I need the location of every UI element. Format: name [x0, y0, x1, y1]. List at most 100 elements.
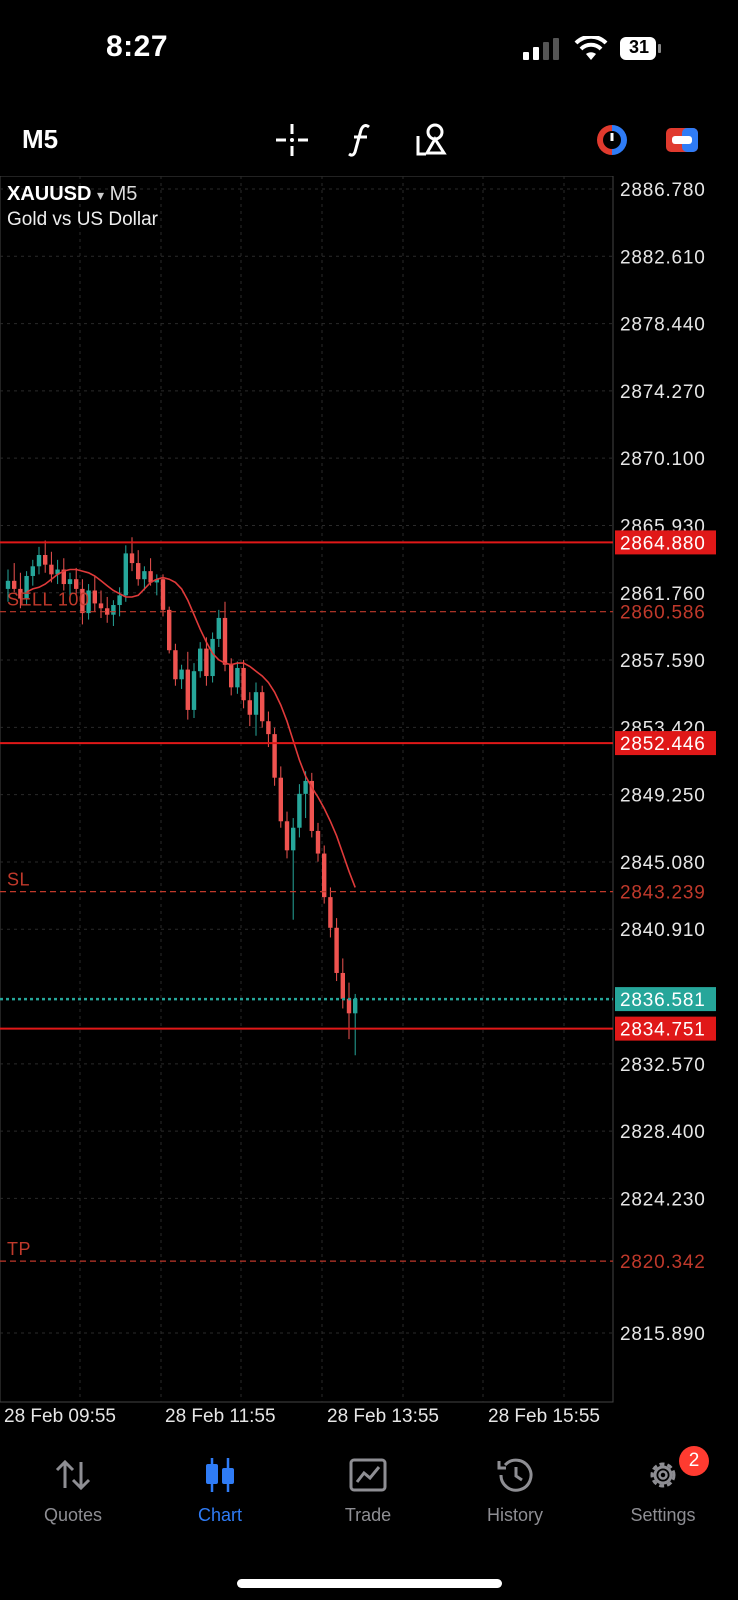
candle-body: [136, 563, 141, 580]
chart-toolbar: M5: [0, 110, 738, 170]
one-click-trading-icon[interactable]: [594, 122, 630, 158]
candle-body: [322, 853, 327, 898]
level-label: 2834.751: [620, 1020, 706, 1041]
candle-body: [272, 734, 277, 778]
candle-body: [142, 571, 147, 580]
candle-body: [86, 590, 91, 614]
trade-chart-icon: [349, 1458, 387, 1492]
candle-body: [18, 588, 23, 599]
tab-trade[interactable]: Trade: [308, 1458, 428, 1526]
tab-trade-label: Trade: [344, 1505, 392, 1525]
level-label-box: [615, 987, 716, 1012]
tab-chart[interactable]: Chart: [160, 1458, 280, 1526]
candle-body: [148, 571, 153, 583]
toggle-icon[interactable]: [664, 122, 700, 158]
price-axis-label: 2832.570: [620, 1055, 706, 1076]
candle-body: [74, 579, 79, 589]
level-tag: TP: [7, 1239, 31, 1259]
candle-body: [328, 897, 333, 928]
price-axis-label: 2874.270: [620, 382, 706, 403]
candle-body: [278, 777, 283, 822]
symbol-dropdown-icon: ▾: [97, 187, 105, 203]
candle-body: [191, 671, 197, 710]
timeframe-selector[interactable]: M5: [22, 124, 59, 154]
cellular-signal-icon: [523, 38, 559, 60]
symbol-name: XAUUSD: [7, 183, 92, 205]
candle-body: [61, 569, 66, 585]
candle-body: [98, 603, 104, 609]
candle-body: [173, 650, 178, 680]
candle-body: [297, 793, 302, 828]
candle-body: [315, 830, 321, 854]
candle-body: [346, 998, 352, 1014]
tab-history[interactable]: History: [455, 1458, 575, 1526]
tab-chart-label: Chart: [197, 1505, 242, 1525]
price-axis-label: 2878.440: [620, 315, 706, 336]
candle-body: [198, 648, 203, 672]
price-chart[interactable]: 2886.780 2882.610 2878.440 2874.270 2870.100…: [0, 176, 738, 1446]
candle-body: [55, 569, 60, 575]
time-axis-label: 28 Feb 13:55: [327, 1406, 439, 1427]
status-bar: 8:27 31: [0, 0, 738, 100]
candle-body: [36, 555, 42, 567]
candle-body: [235, 667, 240, 688]
tab-settings[interactable]: 2 Settings: [603, 1446, 723, 1526]
symbol-timeframe: M5: [109, 183, 138, 205]
price-axis-label: 2886.780: [620, 180, 706, 201]
candle-body: [241, 667, 246, 701]
wifi-icon: [574, 36, 608, 60]
candle-body: [179, 669, 184, 680]
function-icon[interactable]: [346, 122, 376, 158]
candle-body: [129, 553, 135, 564]
battery-level: 31: [628, 37, 650, 57]
settings-badge: 2: [679, 1446, 709, 1476]
quotes-arrows-icon: [55, 1459, 91, 1491]
chart-candles-icon: [206, 1458, 234, 1492]
candle-body: [216, 617, 221, 639]
candle-body: [247, 700, 252, 715]
candle-body: [334, 927, 339, 973]
symbol-header[interactable]: XAUUSD ▾ M5: [7, 183, 137, 206]
time-axis-label: 28 Feb 09:55: [4, 1406, 116, 1427]
candle-body: [185, 669, 190, 710]
candle-body: [260, 692, 265, 722]
candle-body: [229, 664, 234, 688]
candle-body: [67, 579, 73, 585]
price-axis-label: 2861.760: [620, 584, 706, 605]
candle-body: [340, 972, 345, 999]
price-axis-label: 2828.400: [620, 1122, 706, 1143]
price-axis-label: 2824.230: [620, 1189, 706, 1210]
symbol-description: Gold vs US Dollar: [7, 209, 158, 230]
candle-body: [284, 821, 290, 851]
crosshair-icon[interactable]: [274, 122, 310, 158]
level-label-box: [615, 1016, 716, 1041]
candle-body: [154, 579, 159, 583]
tab-quotes[interactable]: Quotes: [13, 1458, 133, 1526]
candle-body: [5, 580, 11, 589]
candle-body: [253, 692, 259, 715]
candle-body: [92, 590, 97, 604]
level-label: 2860.586: [620, 603, 706, 624]
bottom-tab-bar: Quotes Chart Trade History 2 Settings: [0, 1446, 738, 1558]
tab-settings-label: Settings: [630, 1505, 696, 1525]
level-label-box: [615, 530, 716, 555]
settings-gear-icon: [650, 1462, 676, 1488]
home-indicator: [237, 1579, 502, 1588]
level-label: 2852.446: [620, 734, 706, 755]
objects-icon[interactable]: [414, 122, 450, 158]
candle-body: [353, 998, 358, 1014]
level-label-box: [615, 731, 716, 756]
price-axis-label: 2882.610: [620, 247, 706, 268]
candle-body: [167, 609, 172, 651]
moving-average-line: [26, 568, 356, 888]
candle-body: [24, 575, 29, 599]
time-axis-label: 28 Feb 11:55: [165, 1406, 276, 1427]
level-label: 2820.342: [620, 1252, 706, 1273]
battery-icon: [620, 37, 661, 60]
candle-body: [111, 605, 116, 615]
candle-body: [123, 553, 128, 596]
candle-body: [49, 564, 54, 575]
candle-body: [210, 638, 215, 677]
candle-body: [80, 588, 85, 614]
candle-body: [291, 827, 296, 851]
